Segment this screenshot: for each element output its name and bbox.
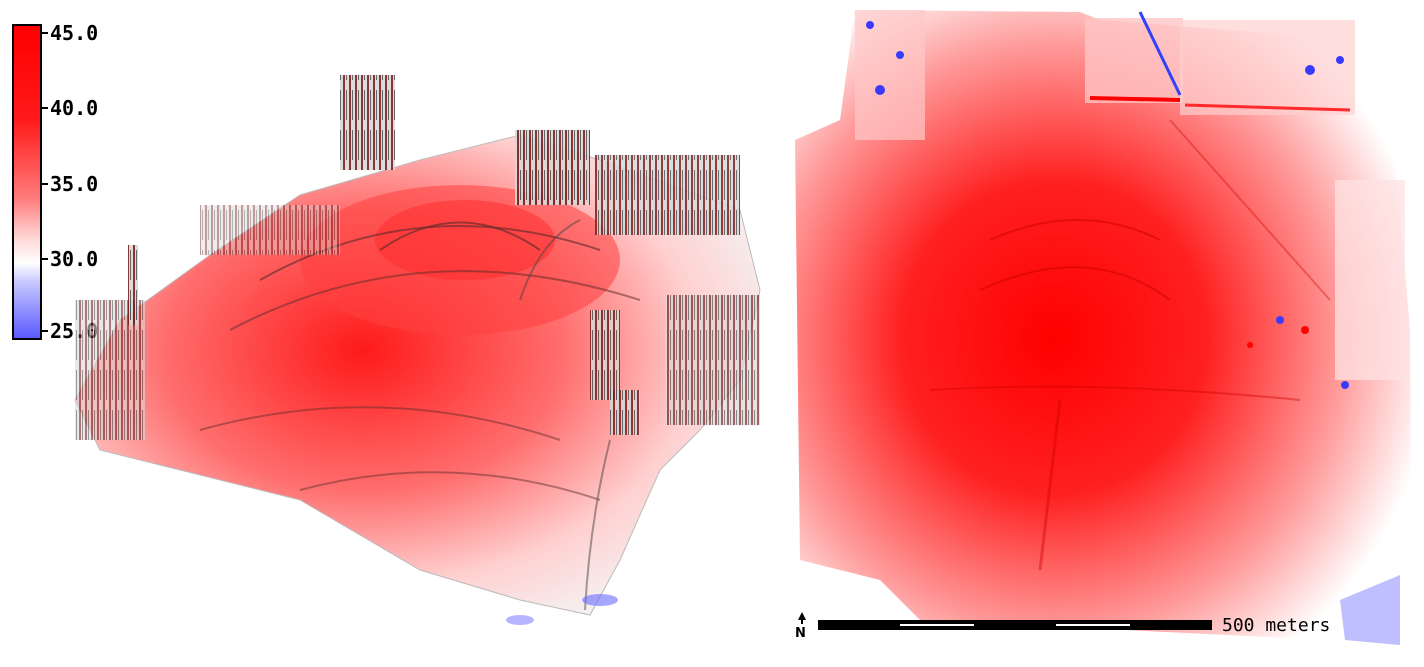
low-elevation-corner	[1340, 575, 1400, 645]
legend-tick-label: 30.0	[50, 247, 99, 271]
terrace-line	[379, 221, 541, 251]
low-elevation-spot	[866, 21, 874, 29]
scale-bar-segment	[1056, 624, 1130, 626]
legend-tick-mark	[40, 183, 48, 185]
plan-surface	[795, 10, 1412, 640]
low-elevation-spot	[506, 615, 534, 625]
legend-tick-mark	[40, 330, 48, 332]
vegetation-patch	[855, 10, 925, 140]
terrace-line	[229, 270, 641, 331]
legend-tick-mark	[40, 107, 48, 109]
legend-tick-mark	[40, 32, 48, 34]
tree-cluster	[595, 155, 740, 235]
low-elevation-spot	[1247, 342, 1253, 348]
low-elevation-spot	[1336, 56, 1344, 64]
terrace-line	[979, 266, 1171, 301]
scale-bar-segment	[900, 624, 974, 626]
terrace-line	[989, 219, 1161, 241]
tree-cluster	[665, 295, 760, 425]
boundary-edge	[1089, 96, 1181, 102]
scale-bar	[818, 620, 1212, 630]
tree-cluster	[610, 390, 640, 435]
dome-top	[375, 200, 555, 280]
low-elevation-spot	[582, 594, 618, 606]
svg-text:N: N	[795, 626, 806, 638]
tree-cluster	[590, 310, 620, 400]
vegetation-patch	[1335, 180, 1405, 380]
vegetation-patch	[1085, 18, 1183, 103]
low-elevation-spot	[1305, 65, 1315, 75]
low-elevation-spot	[1341, 381, 1349, 389]
tree-cluster	[128, 245, 138, 325]
legend-tick-mark	[40, 258, 48, 260]
low-elevation-spot	[875, 85, 885, 95]
legend-tick-label: 45.0	[50, 21, 99, 45]
legend-tick-label: 35.0	[50, 172, 99, 196]
north-arrow-icon: N	[795, 612, 806, 638]
legend-tick-label: 40.0	[50, 96, 99, 120]
color-scale-legend	[12, 24, 42, 340]
vegetation-patch	[1180, 20, 1355, 115]
road-line	[1169, 119, 1331, 301]
tree-cluster	[340, 75, 395, 170]
perspective-elevation-view	[74, 75, 761, 625]
low-elevation-spot	[896, 51, 904, 59]
terrace-line	[199, 406, 561, 441]
scale-label: 500 meters	[1222, 615, 1331, 636]
terrace-line	[299, 471, 601, 501]
road-line	[1038, 399, 1062, 571]
low-elevation-spot	[1301, 326, 1309, 334]
low-elevation-spot	[1276, 316, 1284, 324]
tree-cluster	[200, 205, 340, 255]
road-line	[584, 439, 611, 611]
road-line	[1138, 11, 1182, 96]
boundary-edge	[1184, 103, 1351, 112]
tree-cluster	[515, 130, 590, 205]
road-line	[519, 219, 581, 301]
terrace-line	[929, 385, 1301, 401]
